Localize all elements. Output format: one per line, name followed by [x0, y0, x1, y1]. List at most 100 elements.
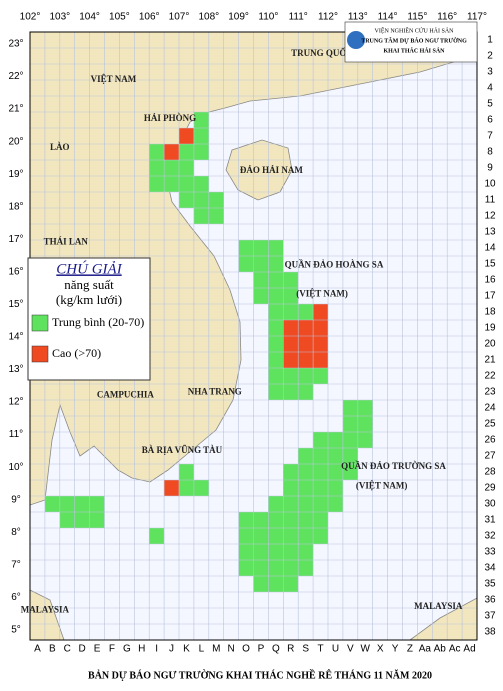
legend-title: CHÚ GIẢI [56, 260, 122, 277]
fishing-cell [74, 512, 90, 528]
fishing-cell [298, 496, 314, 512]
legend-items: Trung bình (20-70) Cao (>70) [31, 314, 144, 363]
fishing-cell [283, 352, 299, 368]
fishing-cell [328, 480, 343, 496]
fishing-cell [179, 128, 194, 144]
column-label: Y [392, 644, 399, 655]
fishing-cell [149, 144, 165, 160]
row-label: 20 [484, 339, 496, 350]
fishing-cell [283, 368, 299, 384]
row-label: 8 [487, 147, 493, 158]
column-label: S [302, 644, 309, 655]
longitude-label: 108° [198, 12, 219, 23]
row-label: 26 [484, 435, 496, 446]
row-label: 11 [485, 195, 496, 206]
labels: A B C D E F G H I J K L M N O P Q R S T U V W X Y Z Aa Ab Ac Ad123456… [8, 12, 496, 655]
fishing-cell [193, 480, 209, 496]
place-label: MALAYSIA [21, 604, 70, 614]
column-label: G [123, 644, 131, 655]
row-label: 35 [484, 579, 496, 590]
fishing-cell [268, 240, 284, 256]
fishing-cell [268, 512, 284, 528]
column-label: X [377, 644, 384, 655]
row-label: 33 [484, 547, 496, 558]
fishing-cell [268, 528, 284, 544]
fishing-cell [313, 304, 328, 320]
place-label: NHA TRANG [188, 386, 242, 396]
row-label: 15 [484, 259, 496, 270]
fishing-cell [313, 480, 328, 496]
fishing-cell [298, 464, 314, 480]
legend-swatch [31, 345, 49, 363]
legend-swatch [31, 314, 49, 332]
column-label: J [169, 644, 174, 655]
fishing-cell [253, 272, 269, 288]
fishing-cell [268, 256, 284, 272]
fishing-cell [298, 304, 314, 320]
row-label: 27 [484, 451, 496, 462]
fishing-cell [179, 160, 194, 176]
row-label: 4 [487, 83, 493, 94]
row-label: 7 [487, 131, 493, 142]
fishing-cell [179, 480, 194, 496]
place-label: VIỆT NAM [91, 74, 137, 84]
fishing-cell [179, 464, 194, 480]
fishing-cell [179, 144, 194, 160]
place-label: QUẦN ĐẢO TRƯỜNG SA [341, 461, 446, 471]
header-line: KHAI THÁC HẢI SẢN [383, 46, 445, 54]
column-label: C [64, 644, 71, 655]
fishing-cell [298, 336, 314, 352]
fishing-cell [298, 480, 314, 496]
row-label: 37 [484, 611, 496, 622]
fishing-cell [357, 400, 373, 416]
longitude-label: 109° [228, 12, 249, 23]
fishing-cell [283, 384, 299, 400]
fishing-cell [268, 352, 284, 368]
fishing-cell [193, 208, 209, 224]
row-label: 23 [484, 387, 496, 398]
column-label: Z [407, 644, 413, 655]
fishing-cell [357, 416, 373, 432]
fishing-cell [268, 576, 284, 592]
fishing-cell [253, 256, 269, 272]
column-label: Ab [434, 644, 447, 655]
fishing-cell [164, 480, 179, 496]
latitude-label: 11° [9, 429, 23, 440]
fishing-cell [193, 192, 209, 208]
fishing-cell [313, 528, 328, 544]
row-label: 3 [487, 67, 493, 78]
fishing-cell [193, 128, 209, 144]
header-line: TRUNG TÂM DỰ BÁO NGƯ TRƯỜNG [361, 36, 467, 44]
longitude-label: 103° [49, 12, 70, 23]
fishing-cell [238, 544, 254, 560]
fishing-cell [298, 512, 314, 528]
row-label: 30 [484, 499, 496, 510]
header-box [344, 21, 478, 63]
fishing-cell [268, 496, 284, 512]
row-label: 18 [484, 307, 496, 318]
column-label: Ac [449, 644, 461, 655]
row-label: 34 [484, 563, 496, 574]
fishing-cell [238, 528, 254, 544]
column-label: A [34, 644, 41, 655]
fishing-cell [313, 336, 328, 352]
column-label: M [212, 644, 220, 655]
column-label: P [258, 644, 265, 655]
place-label: THÁI LAN [44, 237, 89, 247]
latitude-label: 10° [8, 462, 23, 473]
fishing-cell [313, 464, 328, 480]
fishing-cell [342, 464, 358, 480]
latitude-label: 5° [11, 625, 21, 636]
fishing-cell [164, 160, 179, 176]
column-label: L [199, 644, 205, 655]
fishing-cell [313, 320, 328, 336]
fishing-cell [238, 560, 254, 576]
fishing-cell [298, 368, 314, 384]
place-label: MALAYSIA [414, 601, 463, 611]
fishing-cell [328, 496, 343, 512]
place-label: TRUNG QUỐC [291, 48, 353, 58]
fishing-cell [208, 192, 224, 208]
latitude-label: 8° [11, 527, 21, 538]
fishing-cell [59, 496, 75, 512]
row-label: 12 [484, 211, 496, 222]
